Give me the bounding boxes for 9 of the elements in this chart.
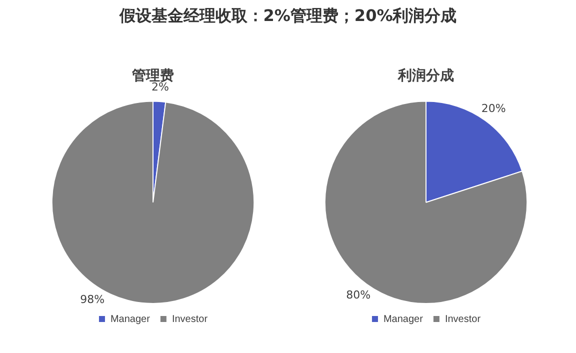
legend-label: Manager [383,314,424,325]
legend-label: Investor [172,314,208,325]
data-label: 20% [481,102,506,116]
legend-label: Manager [110,314,151,325]
data-label: 80% [346,288,371,302]
chart-title: 利润分成 [397,67,454,84]
legend-label: Investor [444,314,482,325]
data-label: 98% [80,293,105,306]
text: 假设基金经理收取：2%管理费；20%利润分成 [118,6,458,27]
